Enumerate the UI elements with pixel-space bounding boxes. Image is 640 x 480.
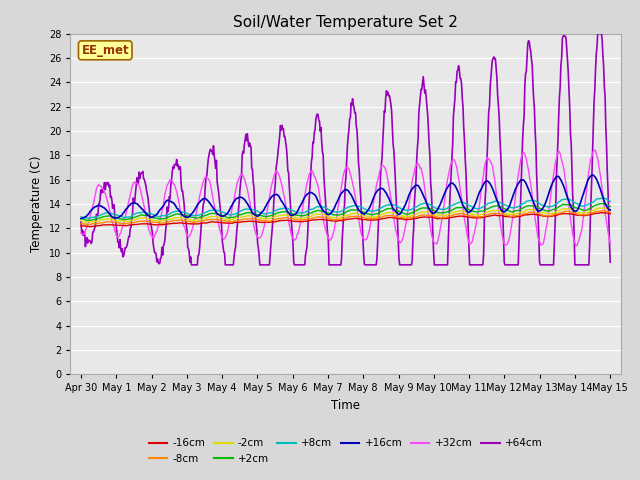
X-axis label: Time: Time [331, 399, 360, 412]
Title: Soil/Water Temperature Set 2: Soil/Water Temperature Set 2 [233, 15, 458, 30]
Legend: -16cm, -8cm, -2cm, +2cm, +8cm, +16cm, +32cm, +64cm: -16cm, -8cm, -2cm, +2cm, +8cm, +16cm, +3… [145, 434, 547, 468]
Y-axis label: Temperature (C): Temperature (C) [30, 156, 44, 252]
Text: EE_met: EE_met [81, 44, 129, 57]
